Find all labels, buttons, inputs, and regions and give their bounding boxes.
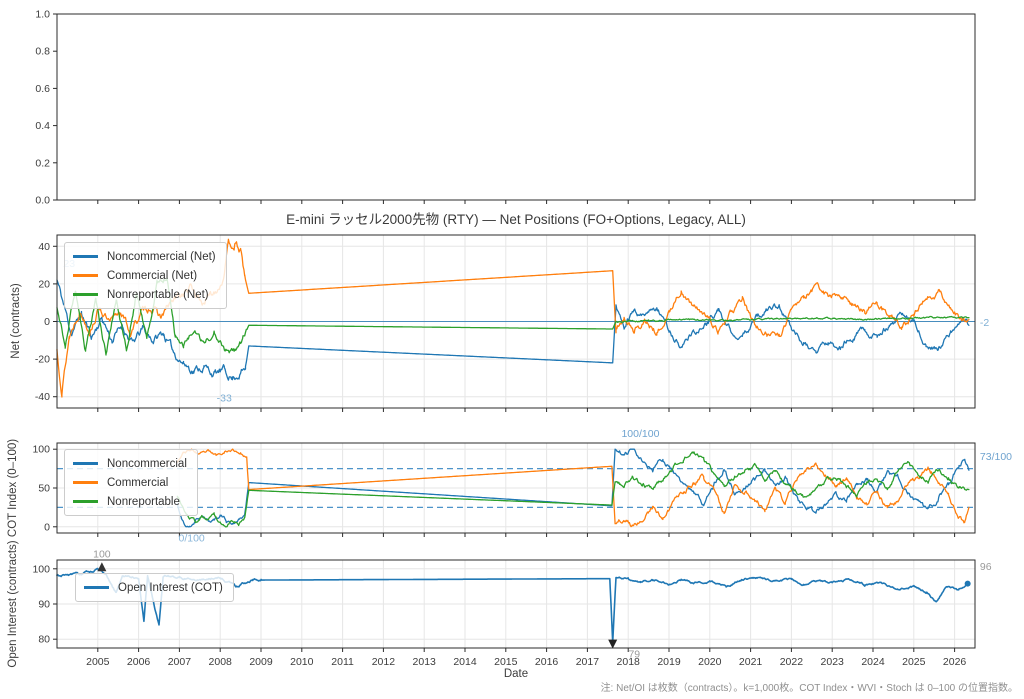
legend-label: Commercial (Net) [107, 269, 198, 282]
svg-text:2017: 2017 [576, 656, 600, 668]
net-legend: Noncommercial (Net) Commercial (Net) Non… [64, 242, 227, 309]
svg-text:-20: -20 [35, 354, 50, 366]
open-interest-line-swatch [84, 586, 109, 589]
legend-label: Open Interest (COT) [118, 581, 223, 594]
legend-label: Commercial [107, 476, 169, 489]
svg-text:0/100: 0/100 [178, 533, 204, 545]
svg-text:2020: 2020 [698, 656, 722, 668]
svg-text:2007: 2007 [168, 656, 192, 668]
legend-entry-noncommercial-net: Noncommercial (Net) [73, 247, 216, 266]
legend-entry-commercial-net: Commercial (Net) [73, 266, 216, 285]
svg-text:2021: 2021 [739, 656, 763, 668]
noncommercial-line-swatch [73, 255, 98, 258]
svg-text:100: 100 [32, 444, 50, 456]
cot-index-y-axis-label: COT Index (0–100) [7, 438, 19, 538]
legend-entry-open-interest: Open Interest (COT) [84, 578, 223, 597]
svg-text:1.0: 1.0 [35, 9, 50, 21]
svg-text:100/100: 100/100 [621, 428, 659, 440]
svg-text:2024: 2024 [861, 656, 885, 668]
svg-text:100: 100 [93, 549, 111, 561]
svg-text:-2: -2 [980, 317, 989, 329]
empty-chart-panel: 0.0 0.2 0.4 0.6 0.8 1.0 [35, 9, 976, 207]
svg-text:50: 50 [38, 483, 50, 495]
svg-text:2018: 2018 [617, 656, 641, 668]
svg-text:2015: 2015 [494, 656, 518, 668]
svg-text:0: 0 [44, 316, 50, 328]
svg-text:-33: -33 [217, 392, 232, 404]
open-interest-legend: Open Interest (COT) [75, 573, 234, 602]
svg-text:100: 100 [32, 563, 50, 575]
svg-text:2013: 2013 [413, 656, 437, 668]
legend-label: Noncommercial [107, 457, 187, 470]
svg-text:0.0: 0.0 [35, 195, 50, 207]
nonreportable-line-swatch [73, 293, 98, 296]
svg-text:2012: 2012 [372, 656, 396, 668]
nonreportable-line-swatch [73, 500, 98, 503]
svg-text:2014: 2014 [453, 656, 477, 668]
svg-text:2026: 2026 [943, 656, 967, 668]
svg-text:2022: 2022 [780, 656, 804, 668]
svg-text:2006: 2006 [127, 656, 151, 668]
svg-text:0.8: 0.8 [35, 46, 50, 58]
svg-text:2009: 2009 [249, 656, 273, 668]
svg-text:0.4: 0.4 [35, 120, 50, 132]
legend-label: Noncommercial (Net) [107, 250, 216, 263]
svg-text:2011: 2011 [331, 656, 354, 668]
svg-text:2023: 2023 [821, 656, 845, 668]
legend-entry-commercial: Commercial [73, 473, 187, 492]
svg-text:40: 40 [38, 241, 50, 253]
svg-text:79: 79 [628, 649, 640, 661]
footnote: 注: Net/OI は枚数（contracts）。k=1,000枚。COT In… [600, 683, 1018, 694]
cot-index-legend: Noncommercial Commercial Nonreportable [64, 449, 198, 516]
svg-text:0: 0 [44, 521, 50, 533]
svg-text:0.6: 0.6 [35, 83, 50, 95]
cot-index-panel: 0 50 100 100/100 0/100 73/100 [32, 428, 1012, 545]
legend-entry-noncommercial: Noncommercial [73, 454, 187, 473]
svg-text:73/100: 73/100 [980, 451, 1012, 463]
legend-entry-nonreportable-net: Nonreportable (Net) [73, 285, 216, 304]
x-axis-label: Date [503, 668, 529, 680]
svg-text:2005: 2005 [86, 656, 110, 668]
commercial-line-swatch [73, 274, 98, 277]
noncommercial-line-swatch [73, 462, 98, 465]
svg-text:2008: 2008 [209, 656, 233, 668]
legend-entry-nonreportable: Nonreportable [73, 492, 187, 511]
svg-text:2016: 2016 [535, 656, 559, 668]
svg-text:-40: -40 [35, 391, 50, 403]
svg-text:0.2: 0.2 [35, 157, 50, 169]
svg-text:96: 96 [980, 561, 992, 573]
svg-text:20: 20 [38, 278, 50, 290]
open-interest-y-axis-label: Open Interest (contracts) [7, 540, 19, 668]
net-positions-title: E-mini ラッセル2000先物 (RTY) — Net Positions … [286, 212, 746, 227]
svg-text:90: 90 [38, 599, 50, 611]
svg-text:80: 80 [38, 634, 50, 646]
net-y-axis-label: Net (contracts) [10, 283, 22, 359]
legend-label: Nonreportable (Net) [107, 288, 209, 301]
commercial-line-swatch [73, 481, 98, 484]
svg-text:2025: 2025 [902, 656, 926, 668]
svg-text:2019: 2019 [657, 656, 681, 668]
svg-text:2010: 2010 [290, 656, 314, 668]
legend-label: Nonreportable [107, 495, 180, 508]
